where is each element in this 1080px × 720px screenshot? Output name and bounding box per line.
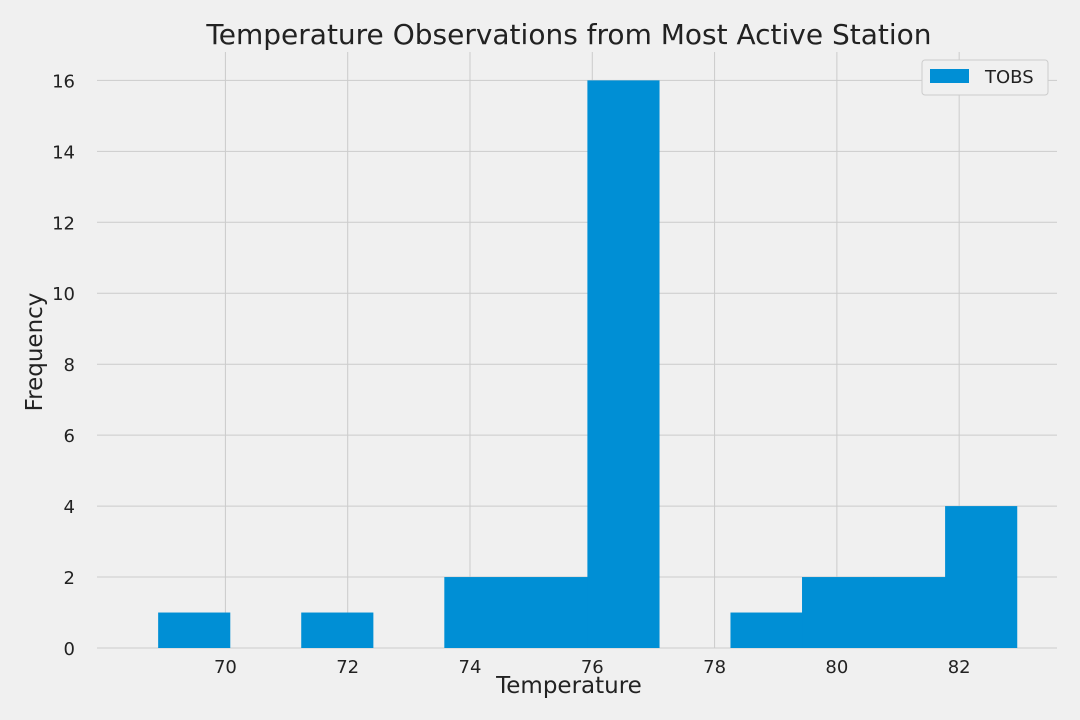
y-tick-label: 2 (64, 568, 75, 589)
histogram-bar (515, 577, 588, 648)
histogram-bar (301, 612, 374, 648)
histogram-bar (945, 506, 1018, 648)
y-tick-label: 0 (64, 639, 75, 660)
histogram-bar (444, 577, 517, 648)
y-tick-label: 16 (52, 71, 75, 92)
grid-lines (97, 52, 1057, 649)
x-axis-label: Temperature (495, 673, 642, 699)
legend-label: TOBS (984, 67, 1034, 88)
x-axis-ticks: 70 72 74 76 78 80 82 (214, 657, 971, 678)
histogram-bar (587, 80, 660, 648)
y-tick-label: 4 (64, 497, 75, 518)
histogram-bars (158, 80, 1018, 648)
x-tick-label: 74 (459, 657, 482, 678)
x-tick-label: 80 (825, 657, 848, 678)
legend: TOBS (921, 59, 1049, 96)
y-tick-label: 14 (52, 142, 75, 163)
x-tick-label: 70 (214, 657, 237, 678)
y-tick-label: 8 (64, 355, 75, 376)
y-axis-label: Frequency (22, 293, 48, 412)
legend-swatch (930, 69, 969, 83)
x-tick-label: 82 (948, 657, 971, 678)
y-axis-ticks: 0 2 4 6 8 10 12 14 16 (52, 71, 75, 660)
x-tick-label: 78 (703, 657, 726, 678)
x-tick-label: 76 (581, 657, 604, 678)
chart-title: Temperature Observations from Most Activ… (205, 18, 931, 51)
y-tick-label: 10 (52, 284, 75, 305)
histogram-bar (158, 612, 231, 648)
y-tick-label: 12 (52, 213, 75, 234)
x-tick-label: 72 (336, 657, 359, 678)
legend-box (921, 59, 1049, 96)
histogram-bar (873, 577, 946, 648)
histogram-bar (730, 612, 803, 648)
histogram-bar (802, 577, 875, 648)
y-tick-label: 6 (64, 426, 75, 447)
